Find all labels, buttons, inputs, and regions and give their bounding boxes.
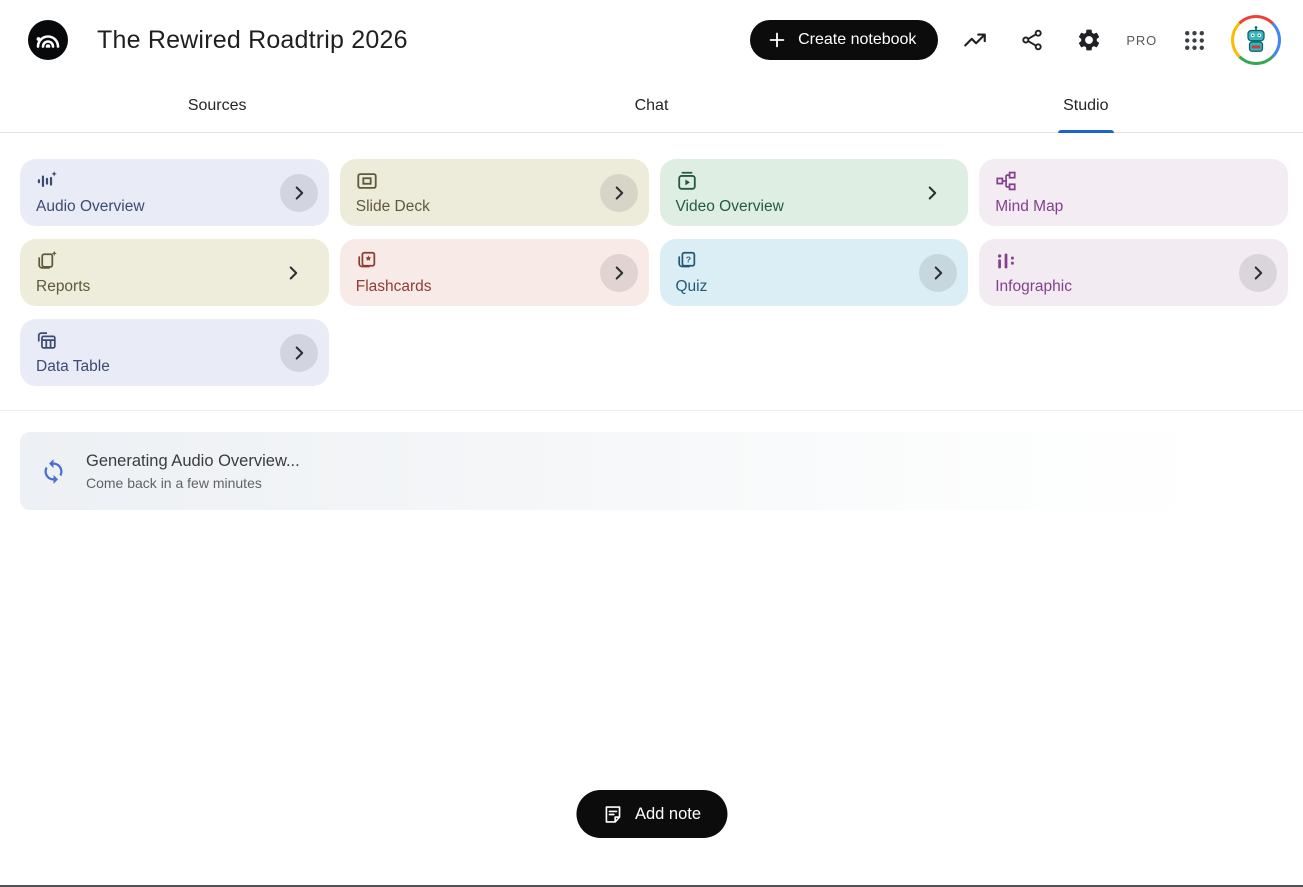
studio-card-grid: Audio Overview Slide Deck Video Overview [20,159,1288,386]
plus-icon [766,29,788,51]
status-title: Generating Audio Overview... [86,451,300,470]
tab-studio-label: Studio [1063,97,1109,114]
card-label: Mind Map [995,198,1064,215]
card-label: Reports [36,278,91,295]
sync-icon [40,458,67,485]
generate-audio-overview-button[interactable] [279,173,318,212]
studio-card-data-table[interactable]: Data Table [20,319,329,386]
notebooklm-logo[interactable] [28,20,68,60]
tab-chat-label: Chat [634,97,669,114]
pro-badge: PRO [1126,32,1157,48]
generate-data-table-button[interactable] [279,333,318,372]
robot-avatar-image [1234,18,1278,62]
card-label: Data Table [36,358,110,375]
card-label: Flashcards [355,278,432,295]
quiz-question-cards-icon: ? [676,250,953,272]
add-note-label: Add note [634,804,702,823]
report-doc-sparkle-icon [36,250,313,272]
generate-flashcards-button[interactable] [599,253,638,292]
card-label: Audio Overview [36,198,145,215]
card-label: Slide Deck [355,198,430,215]
apps-grid-icon[interactable] [1174,20,1214,60]
generating-status-panel: Generating Audio Overview... Come back i… [20,432,1222,510]
studio-card-video-overview[interactable]: Video Overview [659,159,969,226]
share-icon[interactable] [1012,20,1052,60]
studio-card-flashcards[interactable]: Flashcards [339,239,649,306]
settings-gear-icon[interactable] [1069,20,1109,60]
status-subtitle: Come back in a few minutes [86,474,262,491]
header-actions: Create notebook PRO [750,15,1281,65]
panel-tabs: Sources Chat Studio [0,80,1303,133]
bar-chart-icon [995,250,1272,272]
status-text: Generating Audio Overview... Come back i… [86,452,300,491]
slide-frame-icon [356,170,633,192]
section-divider [0,410,1303,411]
card-label: Video Overview [675,198,784,215]
tab-studio[interactable]: Studio [869,80,1303,132]
tab-chat[interactable]: Chat [434,80,868,132]
card-label: Quiz [675,278,708,295]
page-title[interactable]: The Rewired Roadtrip 2026 [97,25,408,54]
audio-waveform-sparkle-icon [36,170,313,192]
card-label: Infographic [995,278,1072,295]
tab-sources-label: Sources [187,97,247,114]
flashcards-star-icon [356,250,633,272]
studio-card-mind-map[interactable]: Mind Map [979,159,1288,226]
generate-infographic-button[interactable] [1239,253,1277,292]
studio-card-audio-overview[interactable]: Audio Overview [20,159,329,226]
video-box-play-icon [676,170,953,192]
data-table-icon [36,330,313,352]
studio-card-infographic[interactable]: Infographic [979,239,1288,306]
generate-reports-button[interactable] [274,254,312,292]
create-notebook-button[interactable]: Create notebook [750,20,939,60]
account-avatar[interactable] [1231,15,1281,65]
studio-card-quiz[interactable]: ? Quiz [659,239,969,306]
studio-card-slide-deck[interactable]: Slide Deck [339,159,649,226]
header: The Rewired Roadtrip 2026 Create noteboo… [0,0,1303,80]
add-note-button[interactable]: Add note [575,790,728,838]
generate-video-overview-button[interactable] [913,174,951,212]
node-tree-icon [995,170,1272,192]
studio-card-reports[interactable]: Reports [20,239,329,306]
bottom-edge-line [0,885,1303,887]
create-notebook-label: Create notebook [798,31,917,48]
svg-text:?: ? [685,254,690,264]
tab-sources[interactable]: Sources [0,80,434,132]
generate-quiz-button[interactable] [919,253,958,292]
analytics-trending-up-icon[interactable] [955,20,995,60]
generate-slide-deck-button[interactable] [599,173,638,212]
note-icon [602,804,623,825]
